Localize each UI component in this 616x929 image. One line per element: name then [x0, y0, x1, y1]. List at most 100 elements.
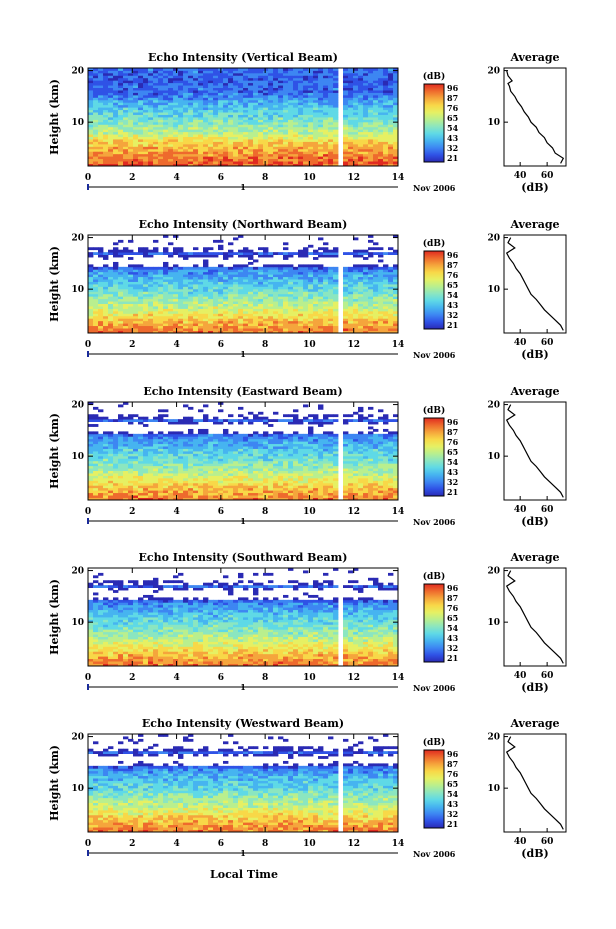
heatmap-cell: [143, 77, 149, 81]
heatmap-cell: [203, 264, 209, 268]
heatmap-cell: [178, 87, 184, 91]
heatmap-cell: [378, 306, 384, 309]
heatmap-cell: [353, 284, 359, 287]
heatmap-cell: [123, 276, 129, 280]
heatmap-cell: [163, 112, 169, 115]
heatmap-cell: [323, 70, 329, 74]
heatmap-cell: [108, 330, 114, 334]
heatmap-cell: [263, 330, 269, 334]
heatmap-cell: [118, 90, 124, 93]
heatmap-cell: [108, 249, 114, 253]
heatmap-cell: [343, 303, 349, 307]
heatmap-cell: [273, 323, 279, 327]
heatmap-cell: [278, 492, 284, 496]
chart-title: Echo Intensity (Northward Beam): [139, 218, 348, 231]
heatmap-cell: [98, 298, 104, 302]
heatmap-cell: [163, 249, 169, 253]
heatmap-cell: [308, 271, 314, 275]
heatmap-cell: [358, 495, 364, 498]
heatmap-cell: [183, 281, 189, 285]
heatmap-cell: [248, 151, 254, 155]
heatmap-cell: [238, 141, 244, 145]
heatmap-cell: [233, 99, 239, 103]
heatmap-cell: [388, 497, 394, 501]
x-tick-label: 2: [129, 340, 135, 350]
heatmap-cell: [288, 151, 294, 155]
heatmap-cell: [303, 487, 309, 491]
heatmap-cell: [163, 490, 169, 494]
heatmap-cell: [323, 252, 329, 255]
heatmap-cell: [138, 286, 144, 290]
heatmap-cell: [268, 286, 274, 290]
heatmap-cell: [288, 306, 294, 309]
heatmap-cell: [163, 117, 169, 120]
heatmap-cell: [148, 117, 154, 120]
heatmap-cell: [133, 119, 139, 123]
heatmap-cell: [153, 163, 159, 167]
heatmap-cell: [288, 136, 294, 140]
heatmap-cell: [283, 254, 289, 258]
heatmap-cell: [253, 279, 259, 282]
heatmap-cell: [108, 318, 114, 322]
heatmap-cell: [158, 269, 164, 273]
heatmap-cell: [98, 97, 104, 101]
heatmap-cell: [93, 492, 99, 496]
heatmap-cell: [288, 131, 294, 135]
heatmap-cell: [143, 310, 149, 314]
heatmap-cell: [138, 497, 144, 501]
heatmap-cell: [378, 284, 384, 287]
heatmap-cell: [373, 482, 379, 486]
heatmap-cell: [253, 293, 259, 297]
heatmap-cell: [383, 303, 389, 307]
heatmap-cell: [363, 151, 369, 155]
heatmap-cell: [133, 252, 139, 255]
heatmap-cell: [368, 269, 374, 273]
heatmap-cell: [298, 306, 304, 309]
heatmap-cell: [383, 296, 389, 300]
heatmap-cell: [283, 99, 289, 103]
heatmap-cell: [353, 151, 359, 155]
heatmap-cell: [123, 129, 129, 133]
heatmap-cell: [138, 124, 144, 128]
heatmap-cell: [308, 485, 314, 489]
heatmap-cell: [108, 129, 114, 133]
heatmap-cell: [158, 121, 164, 125]
heatmap-cell: [318, 124, 324, 128]
heatmap-cell: [323, 94, 329, 98]
heatmap-cell: [248, 298, 254, 302]
heatmap-cell: [228, 134, 234, 137]
heatmap-cell: [263, 109, 269, 113]
heatmap-cell: [343, 85, 349, 88]
heatmap-cell: [238, 328, 244, 331]
heatmap-cell: [113, 480, 119, 484]
heatmap-cell: [278, 153, 284, 157]
heatmap-cell: [318, 328, 324, 331]
heatmap-cell: [308, 328, 314, 331]
heatmap-cell: [88, 77, 94, 81]
heatmap-cell: [293, 315, 299, 319]
heatmap-cell: [243, 325, 249, 329]
heatmap-cell: [168, 477, 174, 481]
heatmap-cell: [188, 70, 194, 74]
heatmap-cell: [348, 99, 354, 103]
heatmap-cell: [188, 131, 194, 135]
heatmap-cell: [348, 266, 354, 270]
heatmap-cell: [333, 70, 339, 74]
heatmap-cell: [223, 306, 229, 309]
heatmap-cell: [393, 286, 399, 290]
heatmap-cell: [148, 121, 154, 125]
heatmap-cell: [348, 117, 354, 120]
heatmap-cell: [128, 257, 134, 260]
heatmap-cell: [208, 308, 214, 312]
heatmap-cell: [363, 276, 369, 280]
heatmap-cell: [93, 482, 99, 486]
heatmap-cell: [123, 94, 129, 98]
heatmap-cell: [363, 320, 369, 324]
heatmap-cell: [353, 158, 359, 162]
heatmap-cell: [153, 139, 159, 142]
heatmap-cell: [238, 161, 244, 164]
heatmap-cell: [173, 308, 179, 312]
heatmap-cell: [313, 291, 319, 295]
heatmap-cell: [153, 325, 159, 329]
heatmap-cell: [278, 99, 284, 103]
